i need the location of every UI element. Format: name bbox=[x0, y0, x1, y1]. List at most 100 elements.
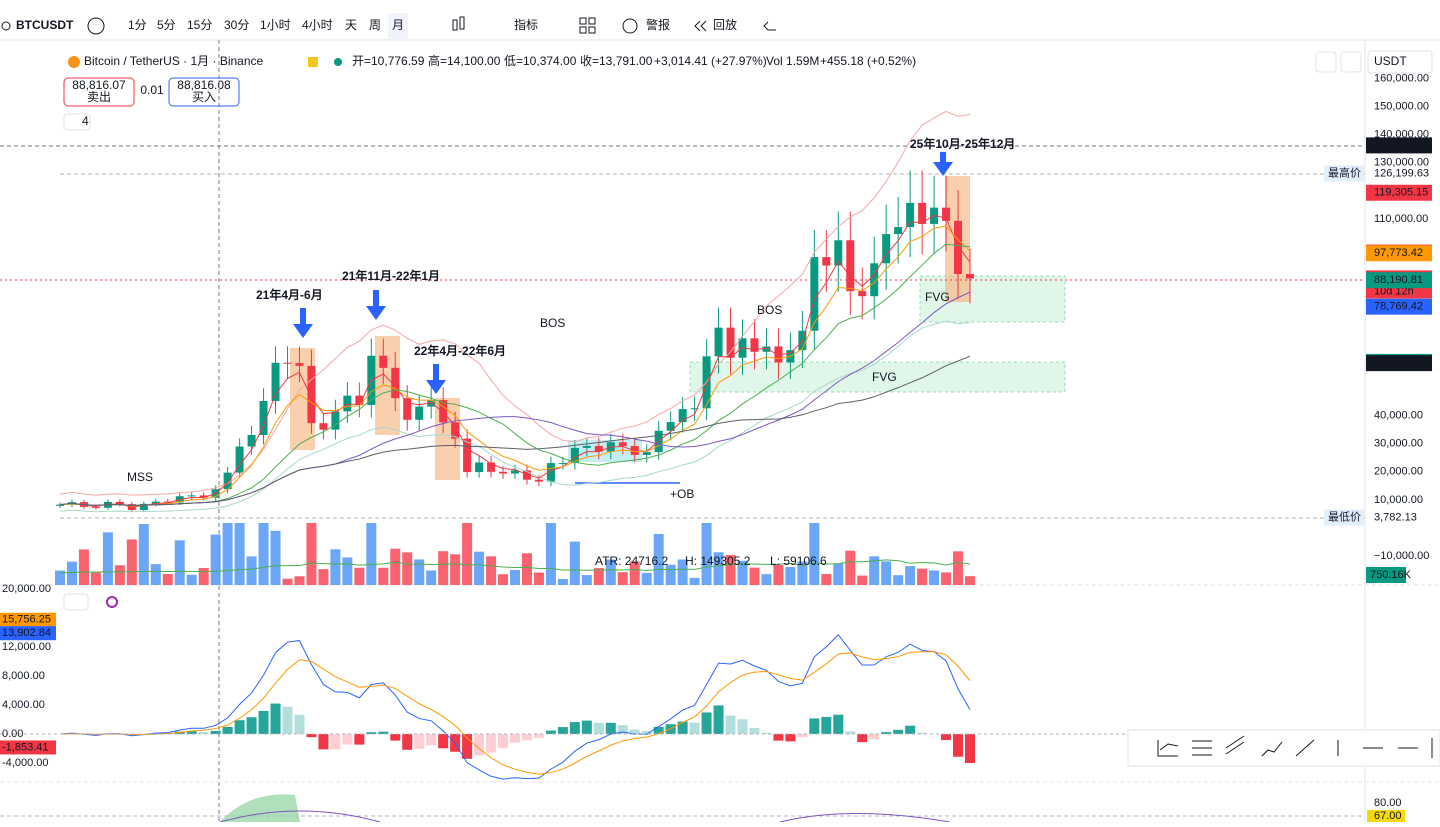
interval[interactable]: 1小时 bbox=[260, 18, 291, 32]
volume-bar bbox=[570, 542, 580, 585]
price-tag: 78,769.42 bbox=[1374, 301, 1423, 313]
macd-hist bbox=[690, 723, 700, 734]
bos: BOS bbox=[757, 303, 782, 317]
macd-hist bbox=[390, 734, 400, 741]
interval[interactable]: 月 bbox=[392, 18, 404, 32]
interval[interactable]: 30分 bbox=[224, 18, 249, 32]
macd-hist bbox=[833, 715, 843, 734]
macd-hist bbox=[498, 734, 508, 748]
price-note: 最高价 bbox=[1328, 165, 1361, 179]
annotations: 21年4月-6月 21年11月-22年1月 22年4月-22年6月 25年10月… bbox=[256, 136, 1015, 358]
macd-hist bbox=[522, 734, 532, 740]
candle bbox=[643, 452, 651, 455]
fvg: FVG bbox=[872, 370, 897, 384]
volume-bar bbox=[546, 523, 556, 585]
volume-bar bbox=[366, 523, 376, 585]
macd-hist bbox=[678, 722, 688, 734]
macd-hist bbox=[905, 726, 915, 734]
macd-hist bbox=[534, 734, 544, 738]
candle bbox=[379, 356, 387, 368]
volume-tag: 750.16K bbox=[1370, 569, 1412, 581]
volume-bar bbox=[378, 568, 388, 585]
symbol[interactable]: BTCUSDT bbox=[16, 18, 74, 32]
candle bbox=[188, 495, 196, 496]
macd-hist bbox=[869, 734, 879, 739]
reset-button[interactable] bbox=[1341, 52, 1361, 72]
macd-hist bbox=[354, 734, 364, 745]
legend-volume: Vol 1.59M bbox=[766, 54, 819, 68]
volume-bar bbox=[187, 575, 197, 585]
candle bbox=[715, 328, 723, 357]
volume-bar bbox=[690, 578, 700, 585]
price-tag: 58,669.15 bbox=[1374, 357, 1423, 369]
macd-hist bbox=[510, 734, 520, 743]
drawing-toolbar bbox=[1128, 730, 1440, 766]
signal-line bbox=[60, 652, 970, 775]
volume-bar bbox=[342, 557, 352, 585]
volume-bar bbox=[402, 552, 412, 585]
legend-high: 高=14,100.00 bbox=[428, 53, 501, 68]
volume-bar bbox=[821, 574, 831, 585]
pane-toggle[interactable] bbox=[64, 594, 88, 610]
volume-bar bbox=[833, 564, 843, 585]
interval[interactable]: 4小时 bbox=[302, 18, 333, 32]
macd-tick: 8,000.00 bbox=[2, 670, 45, 682]
guide-lines bbox=[0, 40, 1440, 822]
indicators[interactable]: 指标 bbox=[514, 17, 538, 32]
refresh-icon[interactable] bbox=[107, 597, 117, 607]
macd-hist bbox=[486, 734, 496, 752]
volume-bar bbox=[79, 549, 89, 585]
alerts[interactable]: 警报 bbox=[646, 17, 670, 32]
volume-bar bbox=[390, 549, 400, 585]
macd-hist bbox=[714, 705, 724, 734]
atr-high: H: 149305.2 bbox=[685, 554, 751, 568]
rsi-area bbox=[220, 794, 300, 822]
price-note: 最低价 bbox=[1328, 510, 1361, 523]
volume-bar bbox=[91, 573, 101, 585]
macd-hist bbox=[570, 722, 580, 734]
interval[interactable]: 5分 bbox=[157, 18, 176, 32]
volume-bar bbox=[881, 561, 891, 585]
macd-tick: 20,000.00 bbox=[2, 583, 51, 595]
legend-title: Bitcoin / TetherUS · 1月 · Binance bbox=[84, 54, 264, 68]
macd-hist bbox=[726, 716, 736, 734]
volume-bar bbox=[905, 566, 915, 585]
volume-bar bbox=[522, 553, 532, 585]
macd-hist bbox=[953, 734, 963, 757]
candle bbox=[295, 363, 303, 366]
volume-bar bbox=[139, 524, 149, 585]
macd-hist bbox=[426, 734, 436, 745]
period-label: 21年4月-6月 bbox=[256, 287, 323, 302]
candle bbox=[858, 291, 866, 296]
volume-bar bbox=[414, 559, 424, 585]
rsi-tag: 67.00 bbox=[1374, 810, 1402, 822]
volume-bar bbox=[462, 523, 472, 585]
macd-hist bbox=[318, 734, 328, 749]
replay[interactable]: 回放 bbox=[713, 17, 737, 32]
price-tag: 3,782.13 bbox=[1374, 511, 1417, 523]
volume-bar bbox=[67, 562, 77, 585]
volume-bar bbox=[474, 552, 484, 585]
volume-bar bbox=[558, 579, 568, 585]
macd-line bbox=[60, 635, 970, 779]
price-tag: 119,305.15 bbox=[1374, 187, 1428, 199]
macd-hist bbox=[785, 734, 795, 741]
price-tick: 160,000.00 bbox=[1374, 72, 1429, 84]
candle bbox=[906, 203, 914, 227]
legend-low: 低=10,374.00 bbox=[504, 54, 577, 68]
macd-hist bbox=[259, 711, 269, 734]
interval[interactable]: 天 bbox=[345, 18, 357, 32]
macd-hist bbox=[342, 734, 352, 744]
scale-button[interactable] bbox=[1316, 52, 1336, 72]
interval[interactable]: 15分 bbox=[187, 18, 212, 32]
candle bbox=[583, 446, 591, 448]
volume-bar bbox=[103, 532, 113, 585]
candle bbox=[284, 363, 292, 364]
interval[interactable]: 周 bbox=[369, 18, 381, 32]
volume-bar bbox=[498, 574, 508, 585]
interval[interactable]: 1分 bbox=[128, 18, 147, 32]
buy-label: 买入 bbox=[192, 90, 216, 104]
macd-hist bbox=[606, 723, 616, 734]
volume-bar bbox=[749, 568, 759, 585]
